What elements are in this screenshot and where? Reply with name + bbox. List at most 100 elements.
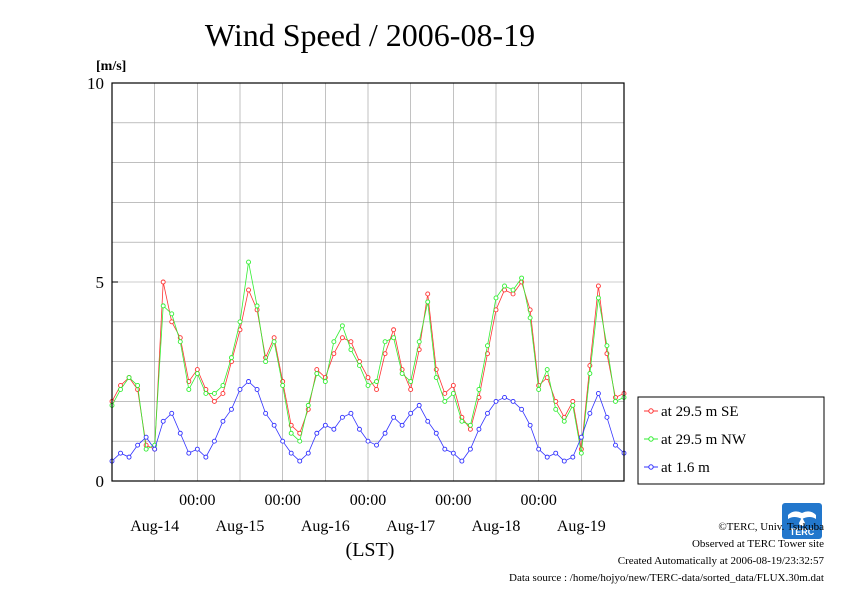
data-point: [118, 450, 123, 456]
data-point: [467, 426, 473, 432]
data-point: [331, 339, 337, 345]
data-point: [553, 406, 559, 412]
data-point: [595, 283, 601, 289]
data-point: [194, 446, 200, 452]
data-point: [160, 418, 166, 424]
data-point: [613, 442, 618, 448]
data-point: [587, 371, 593, 376]
data-point: [365, 438, 371, 444]
data-point: [374, 442, 379, 448]
data-point: [510, 398, 516, 404]
data-point: [459, 458, 465, 464]
credit-created: Created Automatically at 2006-08-19/23:3…: [617, 555, 824, 567]
data-point: [476, 426, 482, 432]
data-point: [126, 454, 132, 460]
legend-label: at 29.5 m SE: [661, 404, 739, 420]
y-tick-label: 10: [87, 74, 104, 93]
data-point: [271, 335, 277, 341]
x-axis-label: (LST): [346, 539, 395, 561]
data-point: [604, 414, 610, 420]
data-point: [467, 422, 473, 428]
x-tick-time-label: 00:00: [179, 492, 215, 509]
data-point: [305, 402, 311, 408]
data-point: [544, 454, 550, 460]
data-point: [374, 387, 379, 392]
data-point: [220, 390, 226, 396]
data-point: [211, 398, 217, 404]
credit-copyright: ©TERC, Univ. Tsukuba: [718, 521, 824, 533]
x-tick-time-label: 00:00: [435, 492, 471, 509]
x-tick-date-label: Aug-14: [130, 518, 179, 535]
terc-logo: TERC: [782, 503, 822, 539]
data-point: [314, 371, 320, 376]
data-point: [186, 450, 192, 456]
data-point: [169, 311, 175, 317]
legend-label: at 1.6 m: [661, 460, 710, 476]
data-point: [169, 410, 175, 416]
data-point: [314, 367, 320, 373]
data-point: [246, 287, 251, 293]
data-point: [425, 418, 431, 424]
data-point: [339, 414, 345, 420]
credit-site: Observed at TERC Tower site: [691, 538, 824, 550]
data-point: [442, 446, 448, 452]
data-point: [459, 418, 465, 424]
data-point: [203, 454, 209, 460]
x-tick-time-label: 00:00: [520, 492, 556, 509]
data-point: [578, 434, 584, 440]
data-point: [450, 390, 456, 396]
data-point: [246, 259, 251, 265]
data-point: [254, 387, 260, 392]
x-tick-time-label: 00:00: [264, 492, 300, 509]
data-point: [527, 422, 533, 428]
terc-logo-icon: TERC: [782, 503, 822, 539]
data-point: [357, 426, 362, 432]
data-point: [485, 343, 490, 349]
data-point: [135, 442, 141, 448]
x-tick-date-label: Aug-17: [386, 518, 435, 535]
data-point: [382, 339, 388, 345]
data-point: [348, 347, 354, 353]
data-point: [382, 430, 388, 436]
x-tick-date-label: Aug-16: [301, 518, 350, 535]
data-point: [450, 450, 456, 456]
data-point: [391, 335, 397, 341]
legend-swatch-marker: [648, 436, 654, 442]
data-point: [288, 430, 294, 436]
data-point: [297, 458, 303, 464]
y-tick-label: 5: [96, 273, 105, 292]
data-point: [493, 307, 499, 313]
data-point: [510, 291, 516, 297]
data-point: [348, 410, 354, 416]
data-point: [211, 390, 217, 396]
series-group: [109, 379, 627, 464]
data-point: [416, 402, 422, 408]
data-point: [314, 430, 320, 436]
data-point: [135, 383, 141, 388]
data-point: [237, 387, 243, 392]
data-point: [322, 379, 328, 384]
data-point: [553, 450, 559, 456]
legend-label: at 29.5 m NW: [661, 432, 747, 448]
logo-text: TERC: [790, 527, 815, 537]
legend-swatch-marker: [648, 408, 654, 414]
data-point: [280, 438, 286, 444]
legend: at 29.5 m SE at 29.5 m NW at 1.6 m: [637, 396, 825, 485]
data-point: [527, 315, 533, 321]
data-point: [467, 446, 473, 452]
data-point: [519, 406, 525, 412]
data-point: [331, 426, 337, 432]
y-tick-labels: 0 5 10: [87, 74, 118, 491]
series-group: [109, 259, 627, 456]
data-point: [374, 379, 379, 384]
legend-box: [637, 396, 825, 485]
data-point: [263, 359, 269, 365]
data-point: [211, 438, 217, 444]
grid-lines: [112, 83, 624, 481]
data-point: [220, 418, 226, 424]
data-point: [169, 319, 175, 325]
data-point: [203, 390, 209, 396]
x-tick-time-label: 00:00: [350, 492, 386, 509]
data-point: [570, 402, 576, 408]
